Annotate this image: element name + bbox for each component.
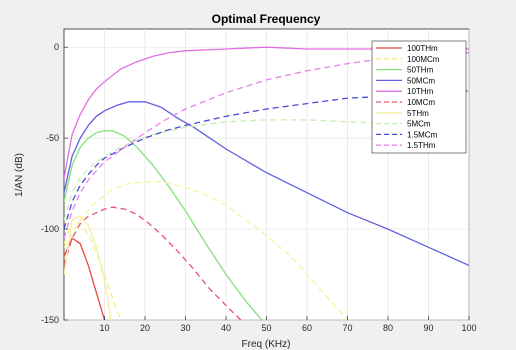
x-tick-label: 50: [261, 323, 271, 333]
legend-label: 1.5THm: [407, 141, 436, 150]
legend-label: 10MCm: [407, 98, 435, 107]
series-line-10thm: [64, 46, 469, 179]
x-tick-label: 100: [461, 323, 476, 333]
legend-label: 50THm: [407, 66, 434, 75]
x-tick-label: 90: [423, 323, 433, 333]
y-tick-label: -50: [46, 133, 59, 143]
y-tick-label: -150: [41, 315, 59, 325]
legend-label: 1.5MCm: [407, 130, 438, 139]
series-line-1-5thm: [64, 51, 469, 239]
series-line-50mcm: [64, 101, 469, 266]
x-tick-label: 60: [302, 323, 312, 333]
series-line-50thm: [64, 130, 263, 320]
series-layer: [64, 46, 469, 320]
legend-label: 5MCm: [407, 120, 431, 129]
y-tick-label: 0: [54, 42, 59, 52]
y-axis-label: 1/AN (dB): [14, 153, 25, 197]
series-line-unlabeled-10: [64, 181, 349, 320]
series-line-100thm: [64, 237, 106, 320]
legend-label: 100THm: [407, 44, 438, 53]
y-tick-label: -100: [41, 224, 59, 234]
x-tick-label: 80: [383, 323, 393, 333]
ticks-layer: 10 20 30 40 50 60 70 80 90 100 0 -50 -100 -150: [41, 42, 477, 333]
legend-label: 100MCm: [407, 55, 440, 64]
x-tick-label: 10: [99, 323, 109, 333]
x-tick-label: 40: [221, 323, 231, 333]
legend-label: 5THm: [407, 109, 429, 118]
x-axis-label: Freq (KHz): [242, 339, 291, 350]
series-line-5mcm: [64, 119, 469, 221]
series-line-1-5mcm: [64, 90, 469, 230]
x-tick-label: 30: [180, 323, 190, 333]
series-line-100mcm: [64, 219, 122, 320]
x-tick-label: 20: [140, 323, 150, 333]
legend-label: 50MCm: [407, 76, 435, 85]
series-line-5thm: [64, 215, 112, 320]
x-tick-label: 70: [342, 323, 352, 333]
chart-title: Optimal Frequency: [212, 12, 321, 26]
legend-label: 10THm: [407, 87, 434, 96]
